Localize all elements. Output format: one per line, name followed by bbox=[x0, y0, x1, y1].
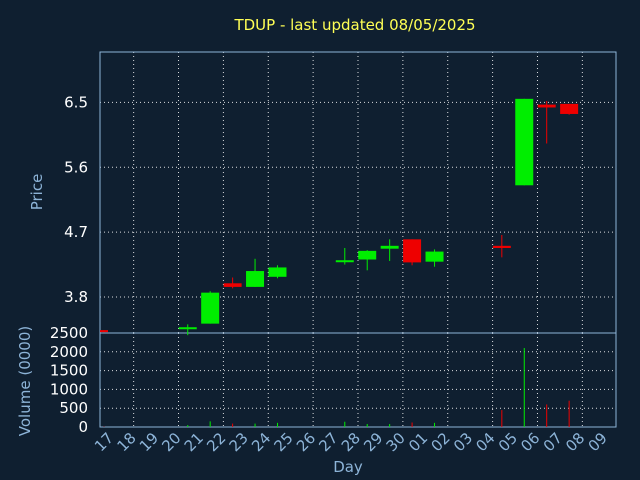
volume-tick-label: 0 bbox=[78, 418, 88, 436]
volume-tick-label: 1500 bbox=[50, 362, 88, 380]
candle-body bbox=[560, 103, 579, 114]
price-grid bbox=[100, 52, 616, 333]
candle-body bbox=[223, 283, 242, 287]
volume-panel-frame bbox=[99, 332, 617, 428]
price-tick-label: 5.6 bbox=[64, 158, 88, 176]
y-axis-label: Price bbox=[28, 174, 46, 211]
volume-tick-label: 2500 bbox=[50, 324, 88, 342]
volume-tick-label: 2000 bbox=[50, 343, 88, 361]
candle-body bbox=[380, 245, 399, 249]
candle-body bbox=[178, 327, 197, 330]
candle-body bbox=[358, 250, 377, 260]
candle-body bbox=[515, 98, 534, 186]
price-tick-label: 4.7 bbox=[64, 223, 88, 241]
price-tick-labels: 3.8 4.7 5.6 6.5 bbox=[64, 93, 88, 306]
candle-body bbox=[335, 260, 354, 263]
candle-body bbox=[100, 330, 108, 333]
candle-body bbox=[537, 104, 556, 108]
candles bbox=[100, 98, 579, 336]
volume-bars bbox=[103, 348, 570, 427]
candle-body bbox=[403, 239, 422, 263]
volume-axis-label: Volume (0000) bbox=[16, 326, 34, 436]
price-tick-label: 6.5 bbox=[64, 93, 88, 111]
candle-body bbox=[425, 251, 444, 262]
candle-body bbox=[492, 245, 511, 248]
price-tick-label: 3.8 bbox=[64, 288, 88, 306]
candle-body bbox=[246, 271, 265, 287]
volume-tick-label: 1000 bbox=[50, 380, 88, 398]
volume-tick-label: 500 bbox=[59, 399, 88, 417]
x-tick-label: 09 bbox=[585, 429, 611, 455]
chart-title: TDUP - last updated 08/05/2025 bbox=[233, 16, 475, 34]
x-tick-labels: 1718192021222324252627282930010203040506… bbox=[91, 429, 611, 455]
volume-grid bbox=[100, 333, 616, 427]
x-axis-label: Day bbox=[333, 458, 363, 476]
candle-body bbox=[268, 267, 287, 277]
candle-body bbox=[201, 292, 220, 324]
